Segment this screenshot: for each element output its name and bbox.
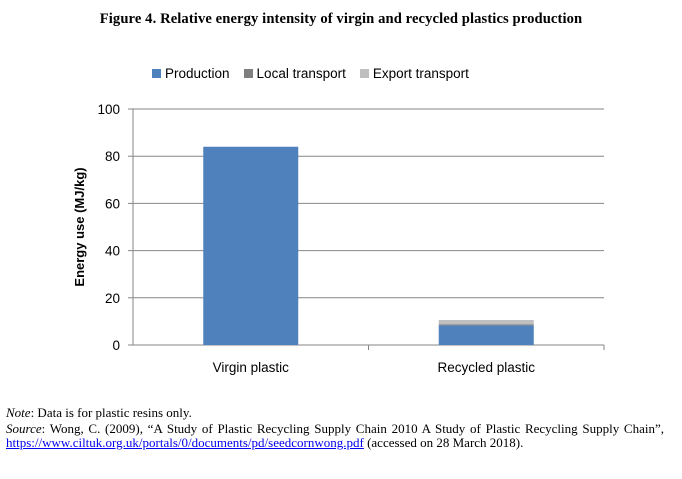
bar-production xyxy=(438,325,534,345)
y-tick-label: 0 xyxy=(112,338,120,353)
note-text: : Data is for plastic resins only. xyxy=(30,405,192,420)
legend-label-export-transport: Export transport xyxy=(372,66,469,81)
bar-production xyxy=(203,146,299,345)
x-tick-label: Virgin plastic xyxy=(213,360,290,375)
legend-swatch-local-transport xyxy=(243,69,253,78)
legend-item-production: Production xyxy=(152,66,230,81)
source-label: Source xyxy=(6,421,42,436)
y-tick-label: 60 xyxy=(105,196,120,211)
source-link[interactable]: https://www.ciltuk.org.uk/portals/0/docu… xyxy=(6,435,364,450)
legend-item-export-transport: Export transport xyxy=(359,66,469,81)
bar-chart: 0 20 40 60 80 100 Energy use (MJ/kg) Virgin pla… xyxy=(72,102,605,375)
legend-item-local-transport: Local transport xyxy=(243,66,346,81)
legend-label-production: Production xyxy=(165,66,230,81)
chart-source: Source: Wong, C. (2009), “A Study of Pla… xyxy=(6,422,664,450)
x-tick-label: Recycled plastic xyxy=(437,360,535,375)
note-label: Note xyxy=(6,405,31,420)
bar-local-transport xyxy=(438,324,534,326)
chart-legend: Production Local transport Export transp… xyxy=(152,66,483,81)
source-text: : Wong, C. (2009), “A Study of Plastic R… xyxy=(41,421,664,436)
source-accessed: (accessed on 28 March 2018). xyxy=(367,435,524,450)
legend-swatch-production xyxy=(152,69,161,78)
y-axis-label: Energy use (MJ/kg) xyxy=(72,167,87,286)
figure-title: Figure 4. Relative energy intensity of v… xyxy=(99,11,583,27)
legend-label-local-transport: Local transport xyxy=(256,66,346,81)
y-tick-label: 20 xyxy=(105,291,120,306)
y-tick-label: 40 xyxy=(105,244,120,259)
bar-export-transport xyxy=(438,319,534,325)
y-tick-label: 100 xyxy=(97,102,120,117)
y-tick-label: 80 xyxy=(105,149,120,164)
legend-swatch-export-transport xyxy=(359,69,369,78)
chart-note: Note: Data is for plastic resins only. xyxy=(6,406,664,420)
